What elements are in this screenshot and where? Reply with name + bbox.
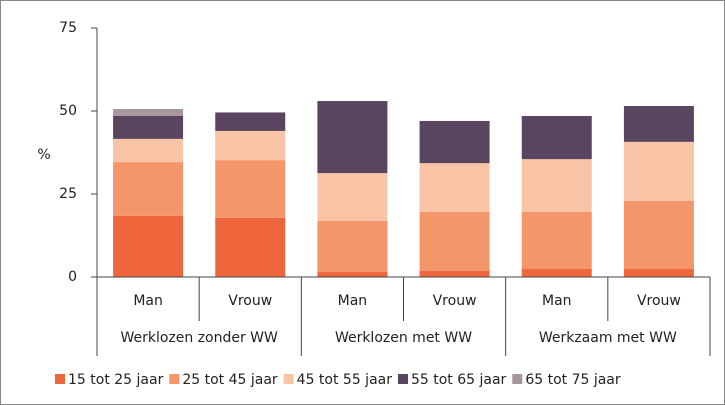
- group-label: Werkzaam met WW: [539, 330, 677, 346]
- legend-swatch: [283, 374, 294, 384]
- legend-label: 45 tot 55 jaar: [297, 372, 393, 388]
- bar-segment: [317, 220, 388, 273]
- legend-label: 65 tot 75 jaar: [525, 372, 621, 388]
- bar-segment: [317, 173, 388, 221]
- bar-segment: [521, 269, 592, 277]
- x-tick-label: Vrouw: [637, 293, 681, 309]
- bar-segment: [317, 272, 388, 277]
- legend-swatch: [55, 374, 65, 384]
- bar-segment: [215, 112, 286, 131]
- bar-segment: [521, 115, 592, 160]
- legend-label: 15 tot 25 jaar: [68, 372, 164, 388]
- bar-segment: [113, 162, 184, 216]
- x-tick-label: Vrouw: [228, 293, 272, 309]
- legend-swatch: [397, 374, 408, 384]
- bar-segment: [521, 159, 592, 212]
- x-tick-label: Man: [133, 293, 163, 309]
- group-label: Werklozen zonder WW: [120, 330, 278, 346]
- y-tick-label: 25: [59, 186, 77, 202]
- y-tick-label: 50: [59, 103, 77, 119]
- legend-label: 55 tot 65 jaar: [411, 372, 507, 388]
- bar-segment: [215, 217, 286, 277]
- bar-segment: [419, 271, 490, 277]
- y-tick-label: 0: [68, 269, 77, 285]
- legend-label: 25 tot 45 jaar: [182, 372, 278, 388]
- bar-segment: [215, 111, 286, 113]
- x-tick-label: Man: [338, 293, 368, 309]
- x-tick-label: Vrouw: [433, 293, 477, 309]
- bar-segment: [113, 109, 184, 116]
- y-axis-label: %: [37, 147, 50, 163]
- bar-segment: [419, 163, 490, 212]
- bar-segment: [215, 130, 286, 161]
- bar-segment: [113, 215, 184, 277]
- group-label: Werklozen met WW: [335, 330, 472, 346]
- y-tick-label: 75: [59, 20, 77, 36]
- bar-segment: [113, 138, 184, 163]
- bar-segment: [419, 120, 490, 164]
- legend-swatch: [512, 374, 523, 384]
- bar-segment: [623, 141, 694, 201]
- bar-segment: [113, 115, 184, 139]
- legend-swatch: [169, 374, 180, 384]
- bar-segment: [215, 160, 286, 218]
- bar-segment: [521, 211, 592, 270]
- bar-segment: [623, 269, 694, 277]
- bar-segment: [623, 106, 694, 142]
- bar-segment: [317, 101, 388, 174]
- x-tick-label: Man: [542, 293, 572, 309]
- bar-segment: [419, 211, 490, 272]
- bar-segment: [623, 200, 694, 270]
